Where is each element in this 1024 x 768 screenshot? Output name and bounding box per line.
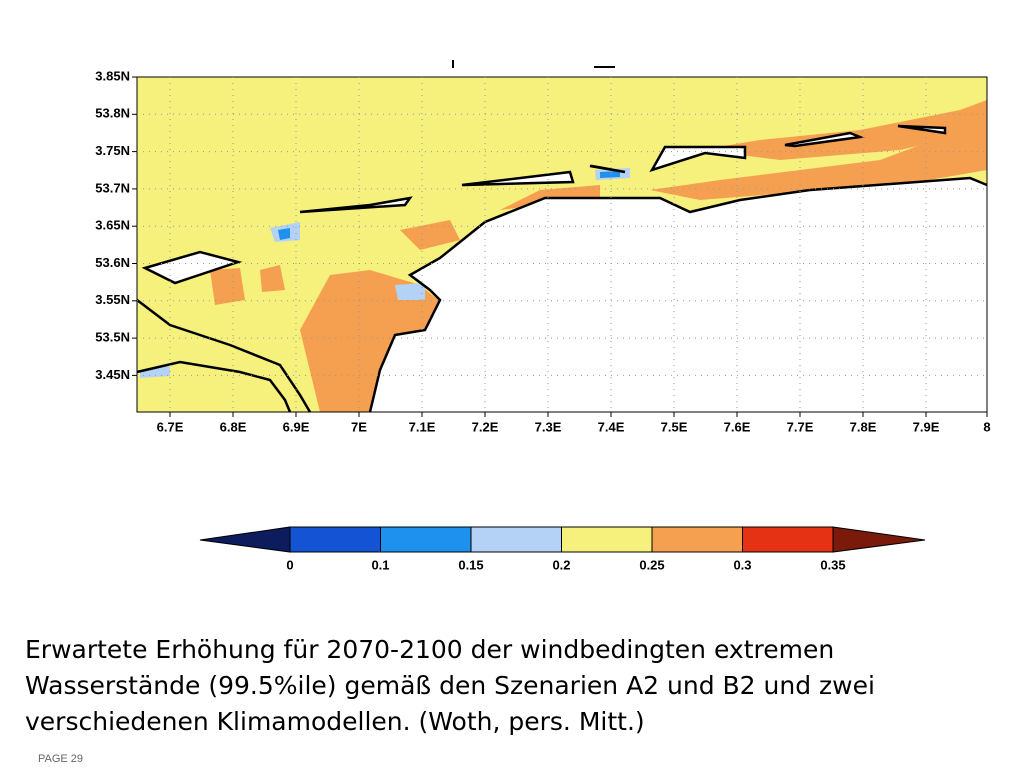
- lon-label: 7E: [351, 419, 367, 434]
- colorbar-box: [289, 526, 381, 553]
- colorbar-label: 0.2: [552, 557, 570, 572]
- colorbar-label: 0.25: [639, 557, 664, 572]
- colorbar-label: 0: [286, 557, 293, 572]
- lon-label: 6.9E: [283, 419, 310, 434]
- colorbar-box: [380, 526, 472, 553]
- colorbar-arrow: [832, 526, 926, 553]
- lat-label: 3.55N: [95, 292, 130, 307]
- lat-label: 3.75N: [95, 143, 130, 158]
- lon-label: 7.3E: [535, 419, 562, 434]
- colorbar-arrow: [199, 526, 291, 553]
- lat-label: 3.65N: [95, 218, 130, 233]
- island: [141, 124, 947, 285]
- colorbar-box: [470, 526, 562, 553]
- caption-line: Wasserstände (99.5%ile) gemäß den Szenar…: [25, 671, 875, 700]
- page-number: PAGE 29: [38, 753, 83, 765]
- lon-label: 7.8E: [850, 419, 877, 434]
- land: [370, 178, 987, 412]
- map-frame: [136, 76, 988, 413]
- lon-label: 7.2E: [472, 419, 499, 434]
- lat-label: 53.8N: [95, 106, 130, 121]
- title-fragment: [452, 60, 615, 68]
- lon-label: 8: [983, 419, 990, 434]
- coastline: [136, 299, 312, 413]
- orange-patch: [210, 100, 987, 305]
- colorbar-label: 0.1: [371, 557, 389, 572]
- colorbar: 0 0.1 0.15 0.2 0.25 0.3 0.35: [199, 526, 926, 572]
- coastline: [368, 176, 988, 413]
- lon-label: 7.4E: [598, 419, 625, 434]
- lon-label: 6.8E: [220, 419, 247, 434]
- colorbar-label: 0.3: [733, 557, 751, 572]
- lat-label: 3.45N: [95, 367, 130, 382]
- lon-label: 7.5E: [661, 419, 688, 434]
- lat-label: 53.7N: [95, 180, 130, 195]
- colorbar-label: 0.15: [458, 557, 483, 572]
- lon-label: 7.9E: [913, 419, 940, 434]
- caption: Erwartete Erhöhung für 2070-2100 der win…: [25, 635, 875, 736]
- colorbar-box: [742, 526, 834, 553]
- lon-label: 6.7E: [157, 419, 184, 434]
- lon-label: 7.7E: [787, 419, 814, 434]
- caption-line: Erwartete Erhöhung für 2070-2100 der win…: [25, 635, 834, 664]
- colorbar-box: [561, 526, 653, 553]
- lat-label: 53.5N: [95, 330, 130, 345]
- colorbar-box: [651, 526, 743, 553]
- orange-patch: [300, 270, 450, 412]
- lon-label: 7.6E: [724, 419, 751, 434]
- lat-label: 3.85N: [95, 68, 130, 83]
- lat-label: 53.6N: [95, 255, 130, 270]
- caption-line: verschiedenen Klimamodellen. (Woth, pers…: [25, 707, 645, 736]
- map: 3.85N 53.8N 3.75N 53.7N 3.65N 53.6N 3.55N 53.5N…: [95, 60, 991, 434]
- lon-label: 7.1E: [409, 419, 436, 434]
- colorbar-label: 0.35: [820, 557, 845, 572]
